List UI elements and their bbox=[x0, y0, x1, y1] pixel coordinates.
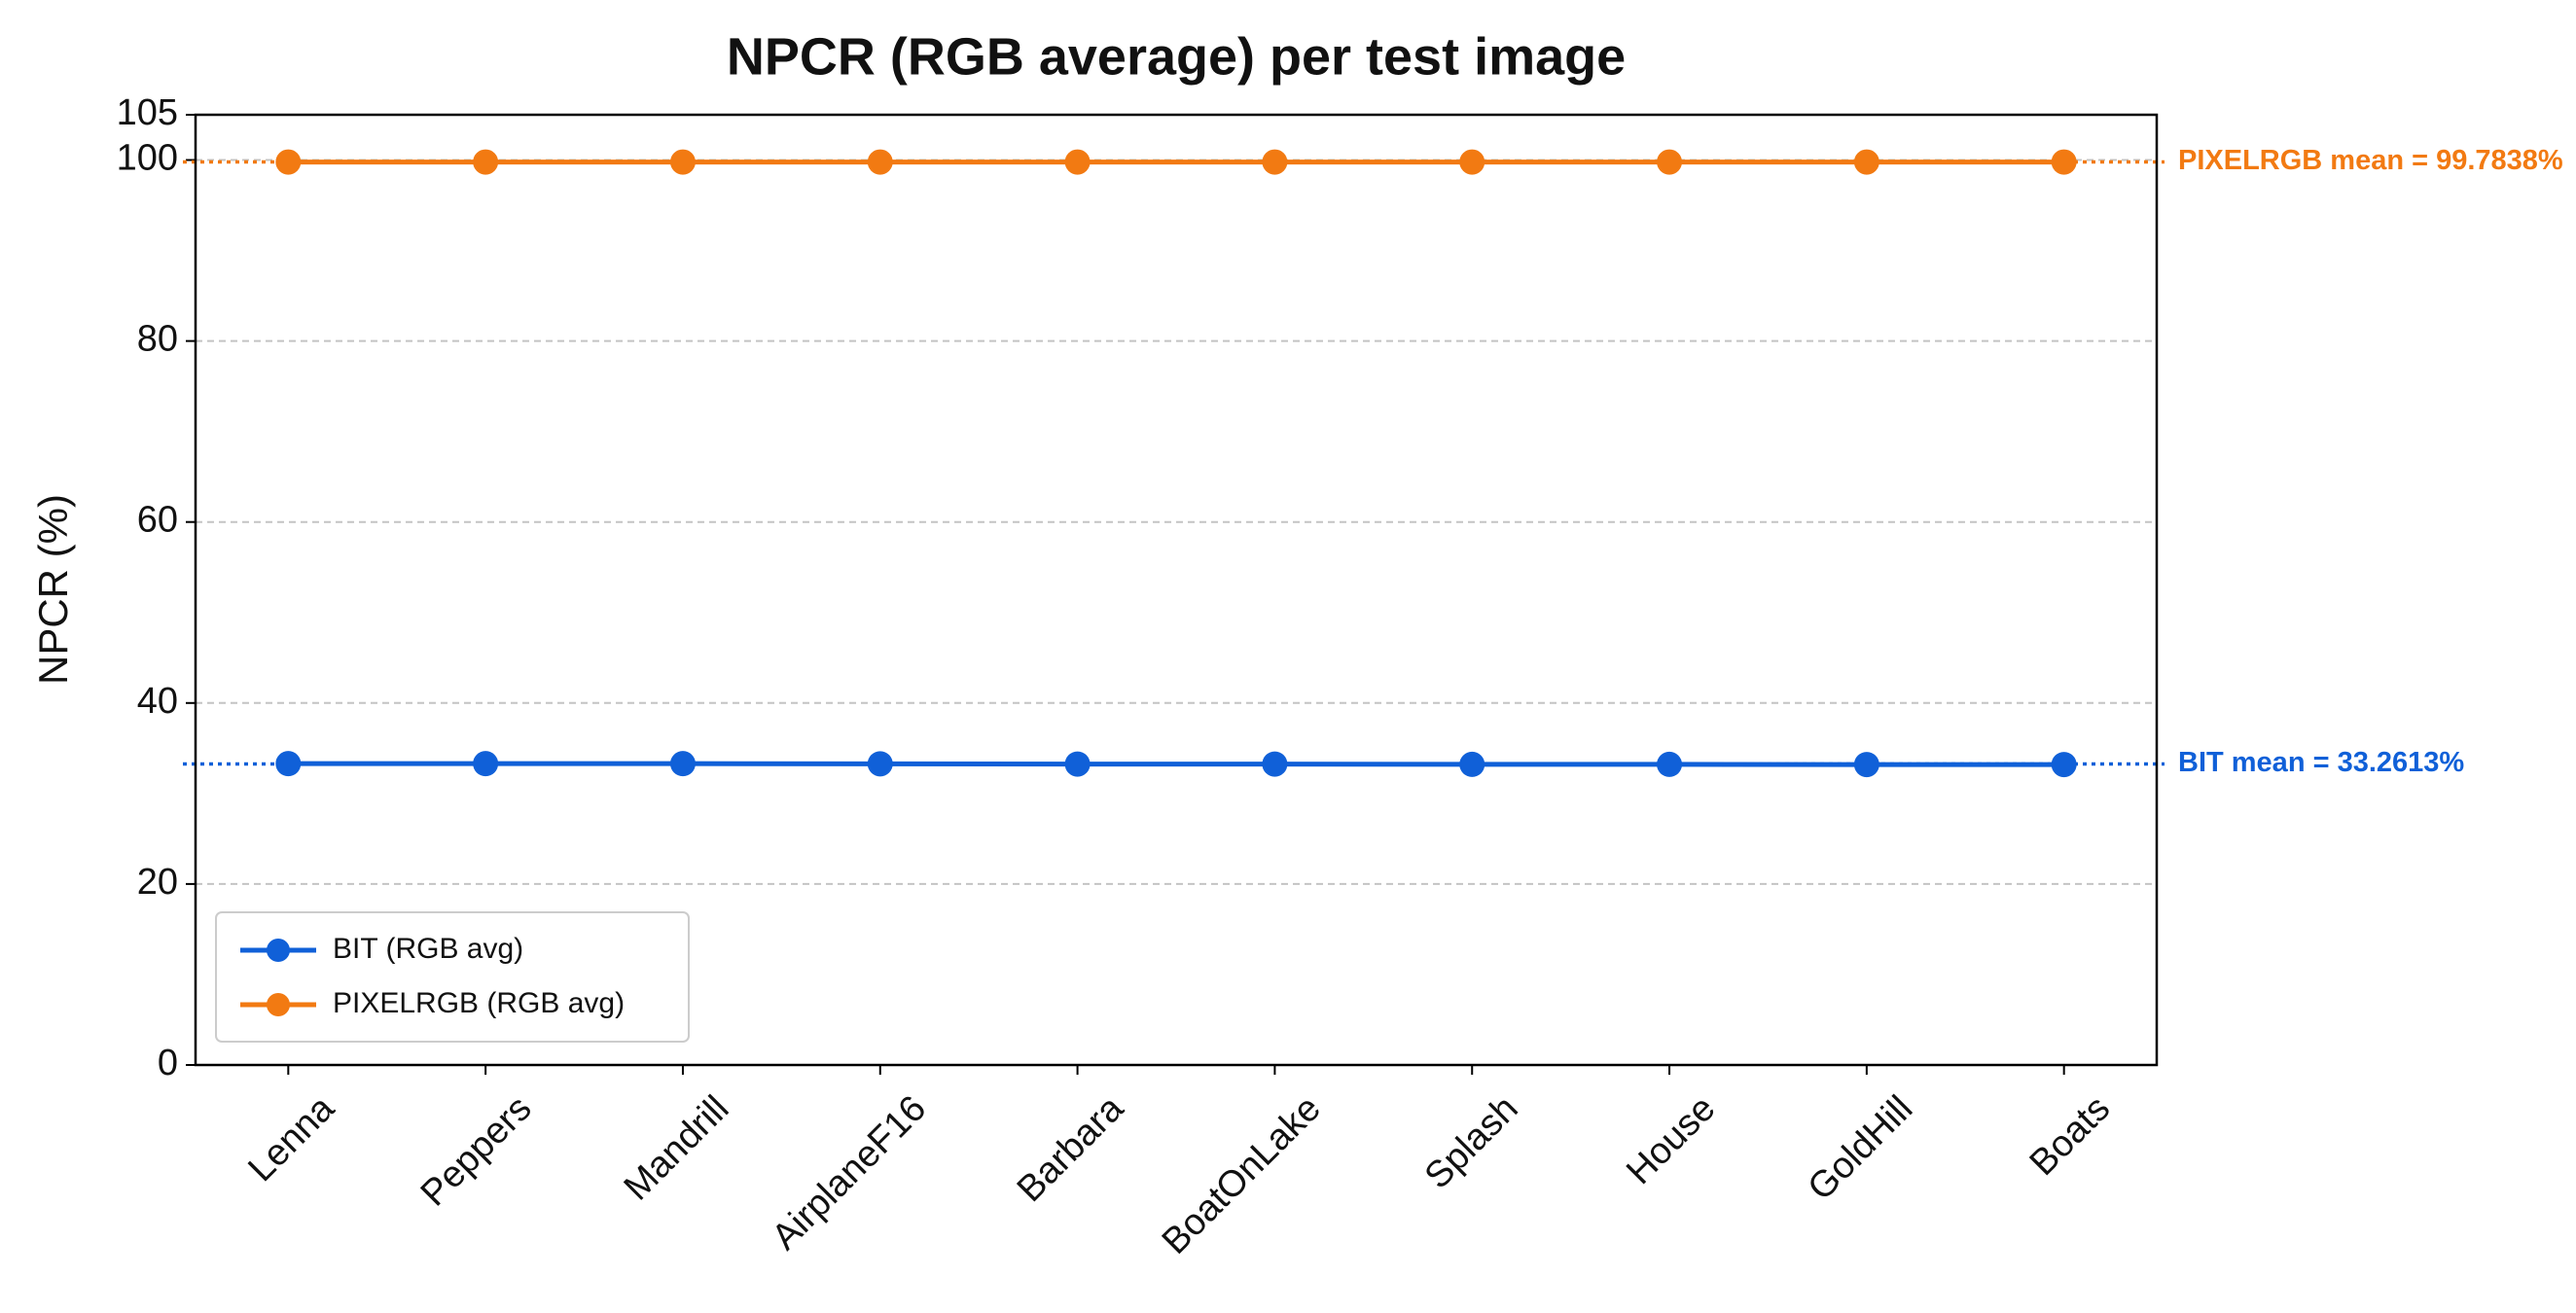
point bbox=[2051, 149, 2077, 175]
legend-label: BIT (RGB avg) bbox=[333, 933, 523, 965]
point bbox=[1853, 752, 1879, 778]
point bbox=[669, 149, 696, 175]
y-tick-label: 100 bbox=[117, 138, 178, 179]
y-tick-label: 105 bbox=[117, 92, 178, 133]
point bbox=[473, 751, 499, 777]
legend-box bbox=[215, 911, 690, 1043]
point bbox=[1064, 149, 1091, 175]
mean-label: BIT mean = 33.2613% bbox=[2178, 747, 2464, 778]
point bbox=[1262, 751, 1288, 777]
y-tick-label: 80 bbox=[137, 319, 178, 360]
point bbox=[1459, 149, 1485, 175]
point bbox=[275, 751, 302, 777]
point bbox=[1064, 751, 1091, 777]
chart-title: NPCR (RGB average) per test image bbox=[727, 27, 1626, 86]
mean-label: PIXELRGB mean = 99.7838% bbox=[2178, 145, 2563, 176]
point bbox=[1853, 149, 1879, 175]
plot-frame bbox=[194, 113, 2159, 1067]
legend-marker bbox=[267, 993, 290, 1016]
series-line bbox=[288, 761, 2064, 767]
point bbox=[1657, 751, 1683, 777]
point bbox=[1459, 751, 1485, 777]
y-tick-label: 20 bbox=[137, 862, 178, 903]
point bbox=[473, 149, 499, 175]
point bbox=[669, 751, 696, 777]
point bbox=[2051, 752, 2077, 778]
y-axis-label: NPCR (%) bbox=[30, 494, 76, 685]
y-tick-label: 0 bbox=[158, 1043, 178, 1083]
legend-marker bbox=[267, 939, 290, 962]
point bbox=[275, 149, 302, 175]
y-tick-label: 40 bbox=[137, 681, 178, 722]
point bbox=[1657, 149, 1683, 175]
point bbox=[867, 149, 893, 175]
point bbox=[867, 751, 893, 777]
point bbox=[1262, 149, 1288, 175]
y-tick-label: 60 bbox=[137, 500, 178, 541]
legend-label: PIXELRGB (RGB avg) bbox=[333, 987, 625, 1019]
legend: BIT (RGB avg) PIXELRGB (RGB avg) bbox=[215, 911, 690, 1043]
